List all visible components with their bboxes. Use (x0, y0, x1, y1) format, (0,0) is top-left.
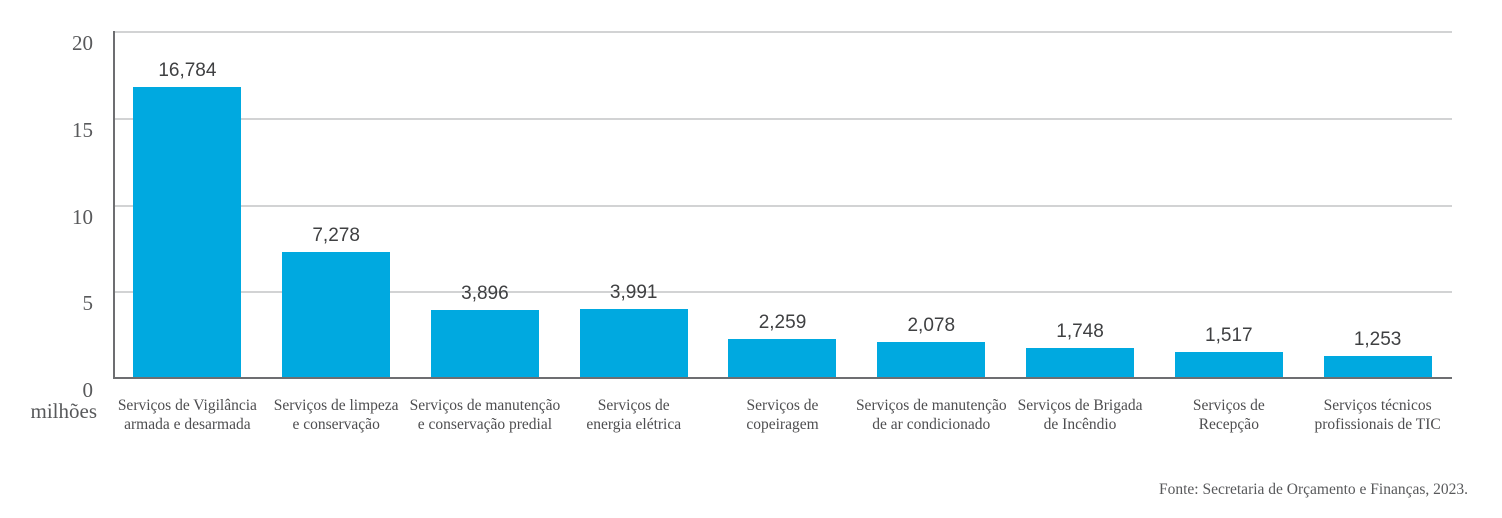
gridline-10 (113, 204, 1452, 207)
x-axis-line (113, 377, 1452, 379)
y-axis-line (113, 31, 115, 378)
category-label: Serviços de Recepção (1192, 397, 1265, 433)
bar (1026, 347, 1135, 378)
y-tick-label-0: 0 (82, 378, 94, 402)
bar-value-label: 3,991 (609, 281, 658, 303)
bar-slot: 3,896 (411, 31, 560, 378)
y-axis-tick-labels: 0 5 10 15 20 (0, 0, 93, 518)
bar (728, 338, 837, 378)
y-tick-label-20: 20 (72, 31, 93, 55)
bar-slot: 7,278 (262, 31, 411, 378)
category-label: Serviços de Brigada de Incêndio (1017, 397, 1143, 433)
bar-value-label: 1,253 (1353, 329, 1402, 351)
bar (579, 308, 688, 378)
gridline-5 (113, 291, 1452, 294)
bar-slot: 1,748 (1006, 31, 1155, 378)
category-label: Serviços de manutenção e conservação pre… (409, 397, 561, 433)
bar-value-label: 3,896 (461, 283, 509, 305)
bar-value-label: 1,748 (1056, 320, 1104, 342)
source-note: Fonte: Secretaria de Orçamento e Finança… (1158, 481, 1468, 498)
y-axis-unit-label: milhões (30, 399, 98, 423)
category-label: Serviços de copeiragem (746, 397, 819, 433)
bar-slot: 2,078 (857, 31, 1006, 378)
bar-value-label: 7,278 (312, 224, 360, 246)
category-label: Serviços de limpeza e conservação (273, 397, 399, 433)
category-label: Serviços de Vigilância armada e desarmad… (117, 397, 257, 433)
gridline-15 (113, 117, 1452, 120)
bar-value-label: 2,078 (907, 314, 956, 336)
category-label: Serviços técnicos profissionais de TIC (1314, 397, 1441, 433)
bar-slot: 16,784 (113, 31, 262, 378)
bar (1323, 356, 1432, 378)
y-tick-label-10: 10 (72, 204, 93, 229)
category-label: Serviços de manutenção de ar condicionad… (855, 397, 1007, 433)
category-label: Serviços de energia elétrica (586, 397, 682, 433)
bar-value-label: 1,517 (1205, 324, 1253, 346)
bar-value-label: 2,259 (758, 311, 807, 333)
bar (430, 310, 539, 378)
bar (877, 341, 986, 378)
bar-slot: 2,259 (708, 31, 857, 378)
gridline-20 (113, 31, 1452, 33)
y-tick-label-15: 15 (72, 117, 93, 142)
bar (1174, 351, 1283, 378)
y-tick-label-5: 5 (82, 291, 94, 316)
bar-slot: 1,253 (1303, 31, 1452, 378)
bar-slot: 3,991 (559, 31, 708, 378)
bar-slot: 1,517 (1154, 31, 1303, 378)
bar (133, 86, 242, 378)
x-axis-category-labels: Serviços de Vigilância armada e desarmad… (113, 396, 1452, 448)
bar (282, 251, 391, 378)
plot-area: 16,784 7,278 3,896 3,991 2,259 2,078 1,748 1,51… (113, 31, 1452, 379)
bar-value-label: 16,784 (158, 59, 217, 81)
